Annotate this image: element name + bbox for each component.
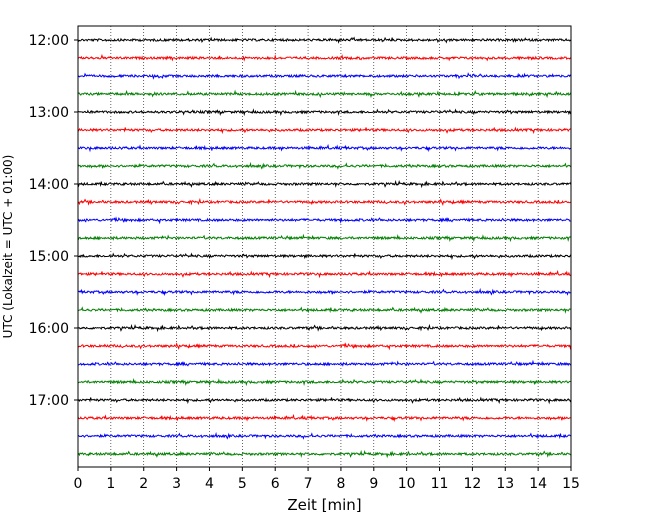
- trace-1630: [77, 359, 572, 367]
- trace-1245: [77, 89, 572, 99]
- trace-1545: [77, 306, 572, 314]
- x-tick-label: 3: [172, 476, 181, 492]
- trace-1345: [77, 161, 572, 170]
- x-tick-label: 8: [336, 476, 345, 492]
- x-tick-label: 13: [496, 476, 514, 492]
- x-tick-label: 9: [369, 476, 378, 492]
- trace-1715: [77, 413, 572, 423]
- trace-1530: [77, 287, 572, 297]
- trace-1315: [77, 126, 572, 135]
- trace-1515: [77, 269, 572, 279]
- trace-1700: [77, 396, 572, 405]
- trace-1500: [77, 252, 572, 261]
- y-axis-label: UTC (Lokalzeit = UTC + 01:00): [1, 155, 15, 339]
- trace-lines: [77, 36, 572, 459]
- y-tick-label: 15:00: [29, 249, 69, 265]
- x-tick-label: 15: [562, 476, 580, 492]
- trace-1200: [77, 36, 572, 44]
- x-tick-label: 2: [139, 476, 148, 492]
- x-tick-label: 14: [529, 476, 547, 492]
- trace-1745: [77, 449, 572, 459]
- y-tick-label: 13:00: [29, 105, 69, 121]
- trace-1445: [77, 233, 572, 243]
- trace-1600: [77, 323, 572, 333]
- trace-1230: [77, 72, 572, 80]
- plot-frame: [77, 25, 572, 468]
- trace-1330: [77, 143, 572, 153]
- axis-ticks: 0 1 2 3 4 5 6 7 8 9 10 11 12 13 14 1512:0013:0014:0015:…: [29, 33, 580, 492]
- x-tick-label: 11: [431, 476, 449, 492]
- x-tick-label: 12: [463, 476, 481, 492]
- trace-1645: [77, 377, 572, 387]
- y-tick-label: 12:00: [29, 33, 69, 49]
- trace-1430: [77, 216, 571, 225]
- trace-1415: [77, 197, 572, 207]
- trace-1400: [77, 179, 572, 189]
- trace-1215: [77, 53, 572, 62]
- trace-1300: [77, 108, 572, 117]
- x-axis-label: Zeit [min]: [287, 496, 361, 514]
- x-tick-label: 1: [106, 476, 115, 492]
- y-tick-label: 17:00: [29, 393, 69, 409]
- x-tick-label: 6: [271, 476, 280, 492]
- trace-1730: [77, 431, 572, 440]
- y-tick-label: 14:00: [29, 177, 69, 193]
- x-tick-label: 7: [304, 476, 313, 492]
- trace-1615: [77, 342, 572, 351]
- y-tick-label: 16:00: [29, 321, 69, 337]
- x-tick-label: 4: [205, 476, 214, 492]
- x-tick-label: 5: [238, 476, 247, 492]
- x-tick-label: 0: [74, 476, 83, 492]
- x-tick-label: 10: [398, 476, 416, 492]
